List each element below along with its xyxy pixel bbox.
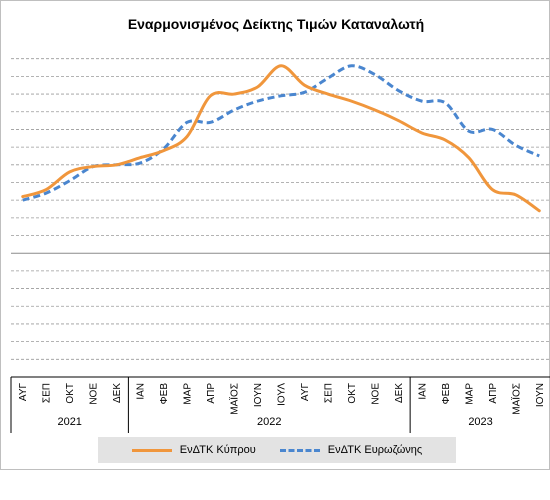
legend-item-eurozone: ΕνΔΤΚ Ευρωζώνης (279, 444, 423, 456)
x-tick-label: ΟΚΤ (65, 383, 76, 404)
series-lines (21, 64, 541, 213)
x-tick-label: ΟΚΤ (347, 383, 358, 404)
year-label: 2023 (468, 416, 492, 428)
legend: ΕνΔΤΚ Κύπρου ΕνΔΤΚ Ευρωζώνης (98, 437, 456, 463)
series-line-eurozone (22, 64, 540, 202)
grid-lines (11, 58, 550, 378)
x-tick-label: ΝΟΕ (370, 383, 381, 405)
chart-svg: Εναρμονισμένος Δείκτης Τιμών Καταναλωτή … (10, 16, 550, 433)
legend-swatch-eurozone (279, 448, 320, 452)
x-tick-label: ΔΕΚ (112, 383, 123, 403)
year-label: 2021 (57, 416, 81, 428)
year-label: 2022 (257, 416, 281, 428)
x-tick-label: ΑΥΓ (300, 383, 311, 402)
x-tick-label: ΣΕΠ (323, 383, 334, 403)
x-tick-label: ΣΕΠ (42, 383, 53, 403)
x-tick-label: ΝΟΕ (89, 383, 100, 405)
series-line-cyprus (21, 64, 541, 213)
legend-item-cyprus: ΕνΔΤΚ Κύπρου (131, 444, 256, 456)
x-tick-label: ΦΕΒ (441, 383, 452, 405)
x-tick-label: ΜΑΡ (464, 383, 475, 405)
x-tick-label: ΜΑΪΟΣ (510, 383, 522, 415)
x-tick-label: ΦΕΒ (159, 383, 170, 405)
x-tick-label: ΙΟΥΛ (277, 383, 288, 406)
x-tick-label: ΑΥΓ (18, 383, 29, 402)
x-tick-label: ΑΠΡ (488, 383, 499, 404)
x-tick-label: ΜΑΡ (183, 383, 194, 405)
x-tick-label: ΔΕΚ (394, 383, 405, 403)
x-tick-label: ΑΠΡ (206, 383, 217, 404)
legend-label-eurozone: ΕνΔΤΚ Ευρωζώνης (327, 444, 423, 456)
x-tick-label: ΜΑΪΟΣ (229, 383, 241, 415)
legend-label-cyprus: ΕνΔΤΚ Κύπρου (179, 444, 256, 456)
x-tick-label: ΙΟΥΝ (535, 383, 546, 407)
x-tick-label: ΙΑΝ (417, 383, 428, 400)
chart-title: Εναρμονισμένος Δείκτης Τιμών Καταναλωτή (128, 16, 424, 32)
x-axis: ΑΥΓ ΣΕΠ ΟΚΤ ΝΟΕ ΔΕΚ ΙΑΝ ΦΕΒ ΜΑΡ ΑΠΡ ΜΑΪΟΣ ΙΟΥΝ ΙΟΥΛ… (10, 376, 550, 433)
chart-frame: Εναρμονισμένος Δείκτης Τιμών Καταναλωτή … (0, 0, 550, 470)
x-tick-label: ΙΑΝ (136, 383, 147, 400)
legend-swatch-cyprus (131, 448, 172, 452)
x-tick-label: ΙΟΥΝ (253, 383, 264, 407)
